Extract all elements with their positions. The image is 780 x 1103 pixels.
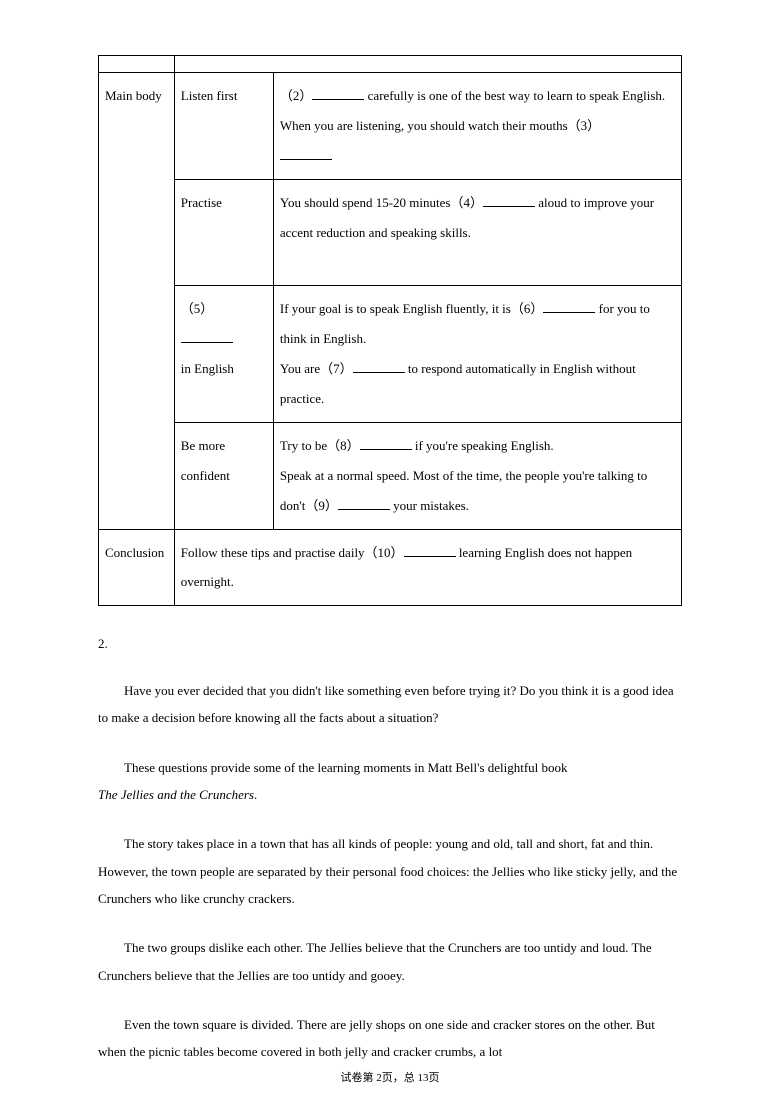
confident-content-cell: Try to be（8） if you're speaking English.… bbox=[273, 422, 681, 529]
cell-prefix: （5） bbox=[181, 301, 214, 316]
paragraph-1: Have you ever decided that you didn't li… bbox=[98, 677, 682, 732]
blank-8 bbox=[360, 436, 412, 450]
blank-4 bbox=[483, 193, 535, 207]
blank-5 bbox=[181, 329, 233, 343]
cell-prefix: You should spend 15-20 minutes（4） bbox=[280, 195, 483, 210]
para-text: . bbox=[254, 787, 257, 802]
listen-content-cell: （2） carefully is one of the best way to … bbox=[273, 73, 681, 180]
blank-7 bbox=[353, 359, 405, 373]
think-english-cell: （5） in English bbox=[174, 286, 273, 423]
empty-cell bbox=[99, 56, 175, 73]
mainbody-cell: Main body bbox=[99, 73, 175, 530]
confident-cell: Be more confident bbox=[174, 422, 273, 529]
page-footer: 试卷第 2页，总 13页 bbox=[0, 1070, 780, 1088]
cell-prefix: （2） bbox=[280, 88, 313, 103]
cell-text: in English bbox=[181, 361, 234, 376]
paragraph-4: The two groups dislike each other. The J… bbox=[98, 934, 682, 989]
paragraph-5: Even the town square is divided. There a… bbox=[98, 1011, 682, 1066]
cell-prefix: Follow these tips and practise daily（10） bbox=[181, 545, 404, 560]
conclusion-content-cell: Follow these tips and practise daily（10）… bbox=[174, 529, 681, 606]
blank-2 bbox=[312, 86, 364, 100]
paragraph-2: These questions provide some of the lear… bbox=[98, 754, 682, 781]
cell-prefix: If your goal is to speak English fluentl… bbox=[280, 301, 543, 316]
practise-cell: Practise bbox=[174, 179, 273, 286]
section-number: 2. bbox=[98, 634, 682, 655]
content-table: Main body Listen first （2） carefully is … bbox=[98, 55, 682, 606]
book-title: The Jellies and the Crunchers bbox=[98, 787, 254, 802]
blank-10 bbox=[404, 543, 456, 557]
cell-text: your mistakes. bbox=[390, 498, 469, 513]
paragraph-3: The story takes place in a town that has… bbox=[98, 830, 682, 912]
blank-6 bbox=[543, 299, 595, 313]
cell-text: carefully is one of the best way to lear… bbox=[364, 88, 665, 103]
paragraph-2b: The Jellies and the Crunchers. bbox=[98, 781, 682, 808]
think-content-cell: If your goal is to speak English fluentl… bbox=[273, 286, 681, 423]
empty-cell bbox=[174, 56, 681, 73]
practise-content-cell: You should spend 15-20 minutes（4） aloud … bbox=[273, 179, 681, 286]
cell-prefix: You are（7） bbox=[280, 361, 353, 376]
blank-3 bbox=[280, 146, 332, 160]
listen-first-cell: Listen first bbox=[174, 73, 273, 180]
cell-prefix: Try to be（8） bbox=[280, 438, 360, 453]
cell-text: if you're speaking English. bbox=[412, 438, 554, 453]
cell-text: When you are listening, you should watch… bbox=[280, 118, 600, 133]
blank-9 bbox=[338, 496, 390, 510]
conclusion-cell: Conclusion bbox=[99, 529, 175, 606]
para-text: These questions provide some of the lear… bbox=[124, 760, 568, 775]
